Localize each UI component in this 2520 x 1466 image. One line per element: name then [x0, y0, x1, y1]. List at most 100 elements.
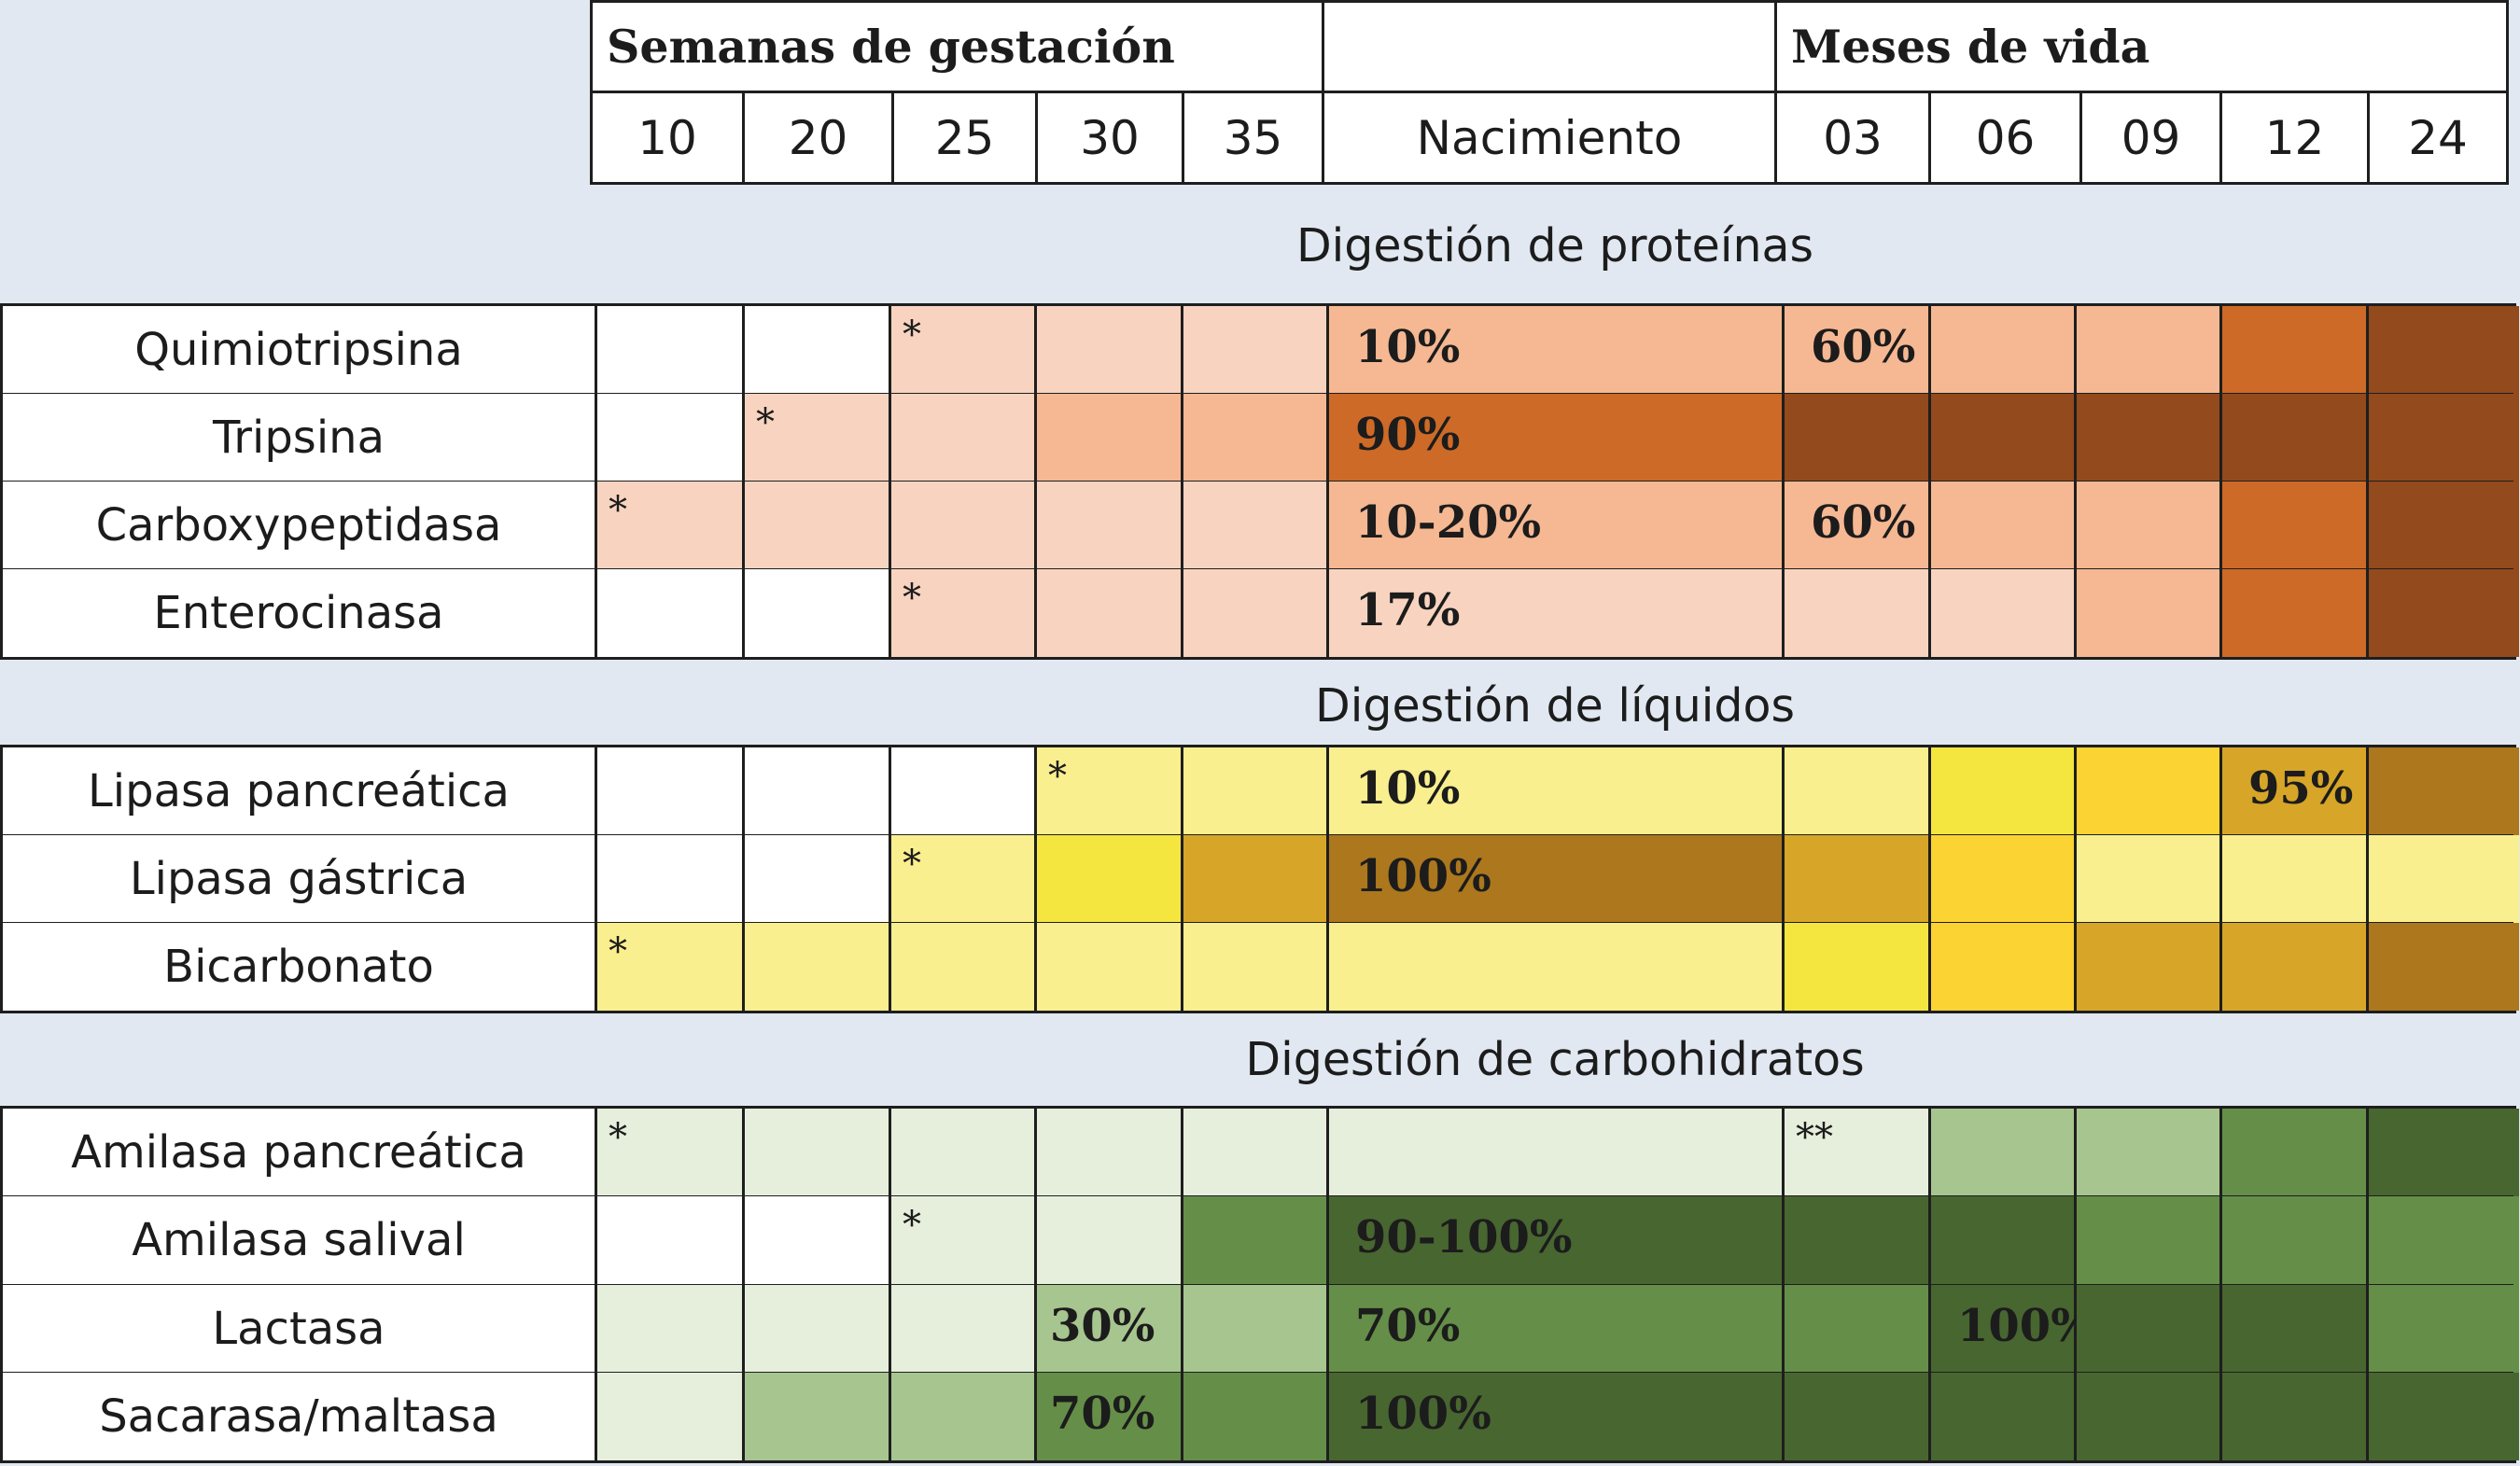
enzyme-label: Amilasa salival [3, 1196, 597, 1285]
onset-marker: * [903, 1204, 921, 1248]
activity-cell [891, 1109, 1037, 1197]
table-row: Sacarasa/maltasa 70% 100% [3, 1372, 2519, 1460]
activity-percent: 95% [2248, 762, 2354, 815]
enzyme-label: Lipasa pancreática [3, 747, 597, 835]
activity-cell [1183, 1196, 1329, 1285]
activity-cell [745, 482, 891, 569]
column-header-0: 10 [593, 93, 745, 182]
activity-cell [2369, 306, 2519, 394]
column-header-7: 06 [1931, 93, 2082, 182]
activity-cell: 100% [1931, 1284, 2093, 1373]
activity-cell [2222, 306, 2369, 394]
activity-cell [1037, 835, 1183, 923]
activity-cell [891, 1372, 1037, 1460]
activity-cell [891, 394, 1037, 482]
activity-cell [891, 1284, 1037, 1373]
activity-cell [2369, 835, 2519, 923]
activity-cell [1183, 1284, 1329, 1373]
activity-percent: 100% [1957, 1299, 2093, 1352]
enzyme-label: Carboxypeptidasa [3, 482, 597, 569]
activity-cell [2369, 1109, 2519, 1197]
enzyme-label: Lactasa [3, 1284, 597, 1373]
table-row: Bicarbonato * [3, 923, 2519, 1011]
column-header-10: 24 [2408, 110, 2468, 165]
activity-percent: 10% [1355, 762, 1461, 815]
activity-cell [1037, 569, 1183, 657]
activity-cell: * [891, 835, 1037, 923]
activity-cell [745, 923, 891, 1011]
activity-percent: 70% [1355, 1299, 1461, 1352]
activity-cell: 90% [1329, 394, 1785, 482]
activity-cell [1931, 1372, 2077, 1460]
activity-cell [2369, 482, 2519, 569]
activity-cell [2077, 569, 2222, 657]
enzyme-label: Amilasa pancreática [3, 1109, 597, 1197]
activity-cell [597, 1372, 745, 1460]
activity-cell [1931, 306, 2077, 394]
activity-cell [1931, 1196, 2077, 1285]
activity-cell: * [597, 923, 745, 1011]
activity-cell [1037, 1109, 1183, 1197]
activity-cell [597, 747, 745, 835]
activity-cell [1785, 1284, 1931, 1373]
activity-cell [2077, 394, 2222, 482]
activity-cell [1183, 306, 1329, 394]
activity-cell [1931, 569, 2077, 657]
activity-percent: 90-100% [1355, 1211, 1573, 1264]
column-header-9: 12 [2222, 93, 2370, 182]
activity-cell: 90-100% [1329, 1196, 1785, 1285]
activity-cell [2222, 1284, 2369, 1373]
table-row: Enterocinasa * 17% [3, 569, 2519, 657]
activity-cell [2077, 835, 2222, 923]
activity-cell: * [891, 306, 1037, 394]
activity-cell [1183, 1109, 1329, 1197]
activity-percent: 17% [1355, 584, 1461, 636]
activity-cell [597, 1196, 745, 1285]
onset-marker: ** [1796, 1116, 1833, 1159]
onset-marker: * [903, 314, 921, 356]
onset-marker: * [609, 489, 627, 532]
activity-cell [1329, 1109, 1785, 1197]
activity-percent: 10% [1355, 321, 1461, 373]
activity-cell [2369, 569, 2519, 657]
activity-cell [1183, 1372, 1329, 1460]
activity-cell [2077, 923, 2222, 1011]
activity-cell [2077, 1109, 2222, 1197]
column-header-1: 20 [745, 93, 894, 182]
activity-cell [2369, 923, 2519, 1011]
activity-percent: 60% [1811, 321, 1916, 373]
table-row: Lipasa gástrica * 100% [3, 835, 2519, 925]
activity-cell [745, 1109, 891, 1197]
activity-cell: * [891, 1196, 1037, 1285]
activity-cell [1037, 394, 1183, 482]
enzyme-label: Lipasa gástrica [3, 835, 597, 923]
activity-cell [1329, 923, 1785, 1011]
life-group-header: Meses de vida [1777, 3, 2506, 93]
activity-cell [1183, 835, 1329, 923]
timeline-header: Semanas de gestación Meses de vida 10 20 2… [590, 0, 2509, 185]
activity-cell [1183, 747, 1329, 835]
activity-cell [1931, 835, 2077, 923]
table-row: Quimiotripsina * 10% 60% [3, 306, 2519, 396]
activity-percent: 100% [1355, 850, 1491, 902]
enzyme-label: Quimiotripsina [3, 306, 597, 394]
activity-cell [1183, 394, 1329, 482]
activity-cell [1183, 569, 1329, 657]
activity-cell [2077, 1196, 2222, 1285]
onset-marker: * [756, 401, 775, 444]
activity-cell: 100% [1329, 835, 1785, 923]
activity-cell: 70% [1329, 1284, 1785, 1373]
activity-cell [2222, 1196, 2369, 1285]
activity-cell [2077, 1372, 2222, 1460]
activity-cell [2369, 1372, 2519, 1460]
activity-cell [2222, 923, 2369, 1011]
activity-cell [597, 1284, 745, 1373]
activity-cell [1931, 1109, 2077, 1197]
activity-cell: ** [1785, 1109, 1931, 1197]
activity-cell [745, 1196, 891, 1285]
activity-cell: 70% [1037, 1372, 1183, 1460]
table-carbohydrates: Amilasa pancreática * ** Amilasa salival * 90… [0, 1106, 2519, 1463]
activity-cell [1037, 923, 1183, 1011]
activity-cell [597, 394, 745, 482]
table-liquids: Lipasa pancreática * 10% 95% Lipasa gástrica… [0, 745, 2519, 1013]
